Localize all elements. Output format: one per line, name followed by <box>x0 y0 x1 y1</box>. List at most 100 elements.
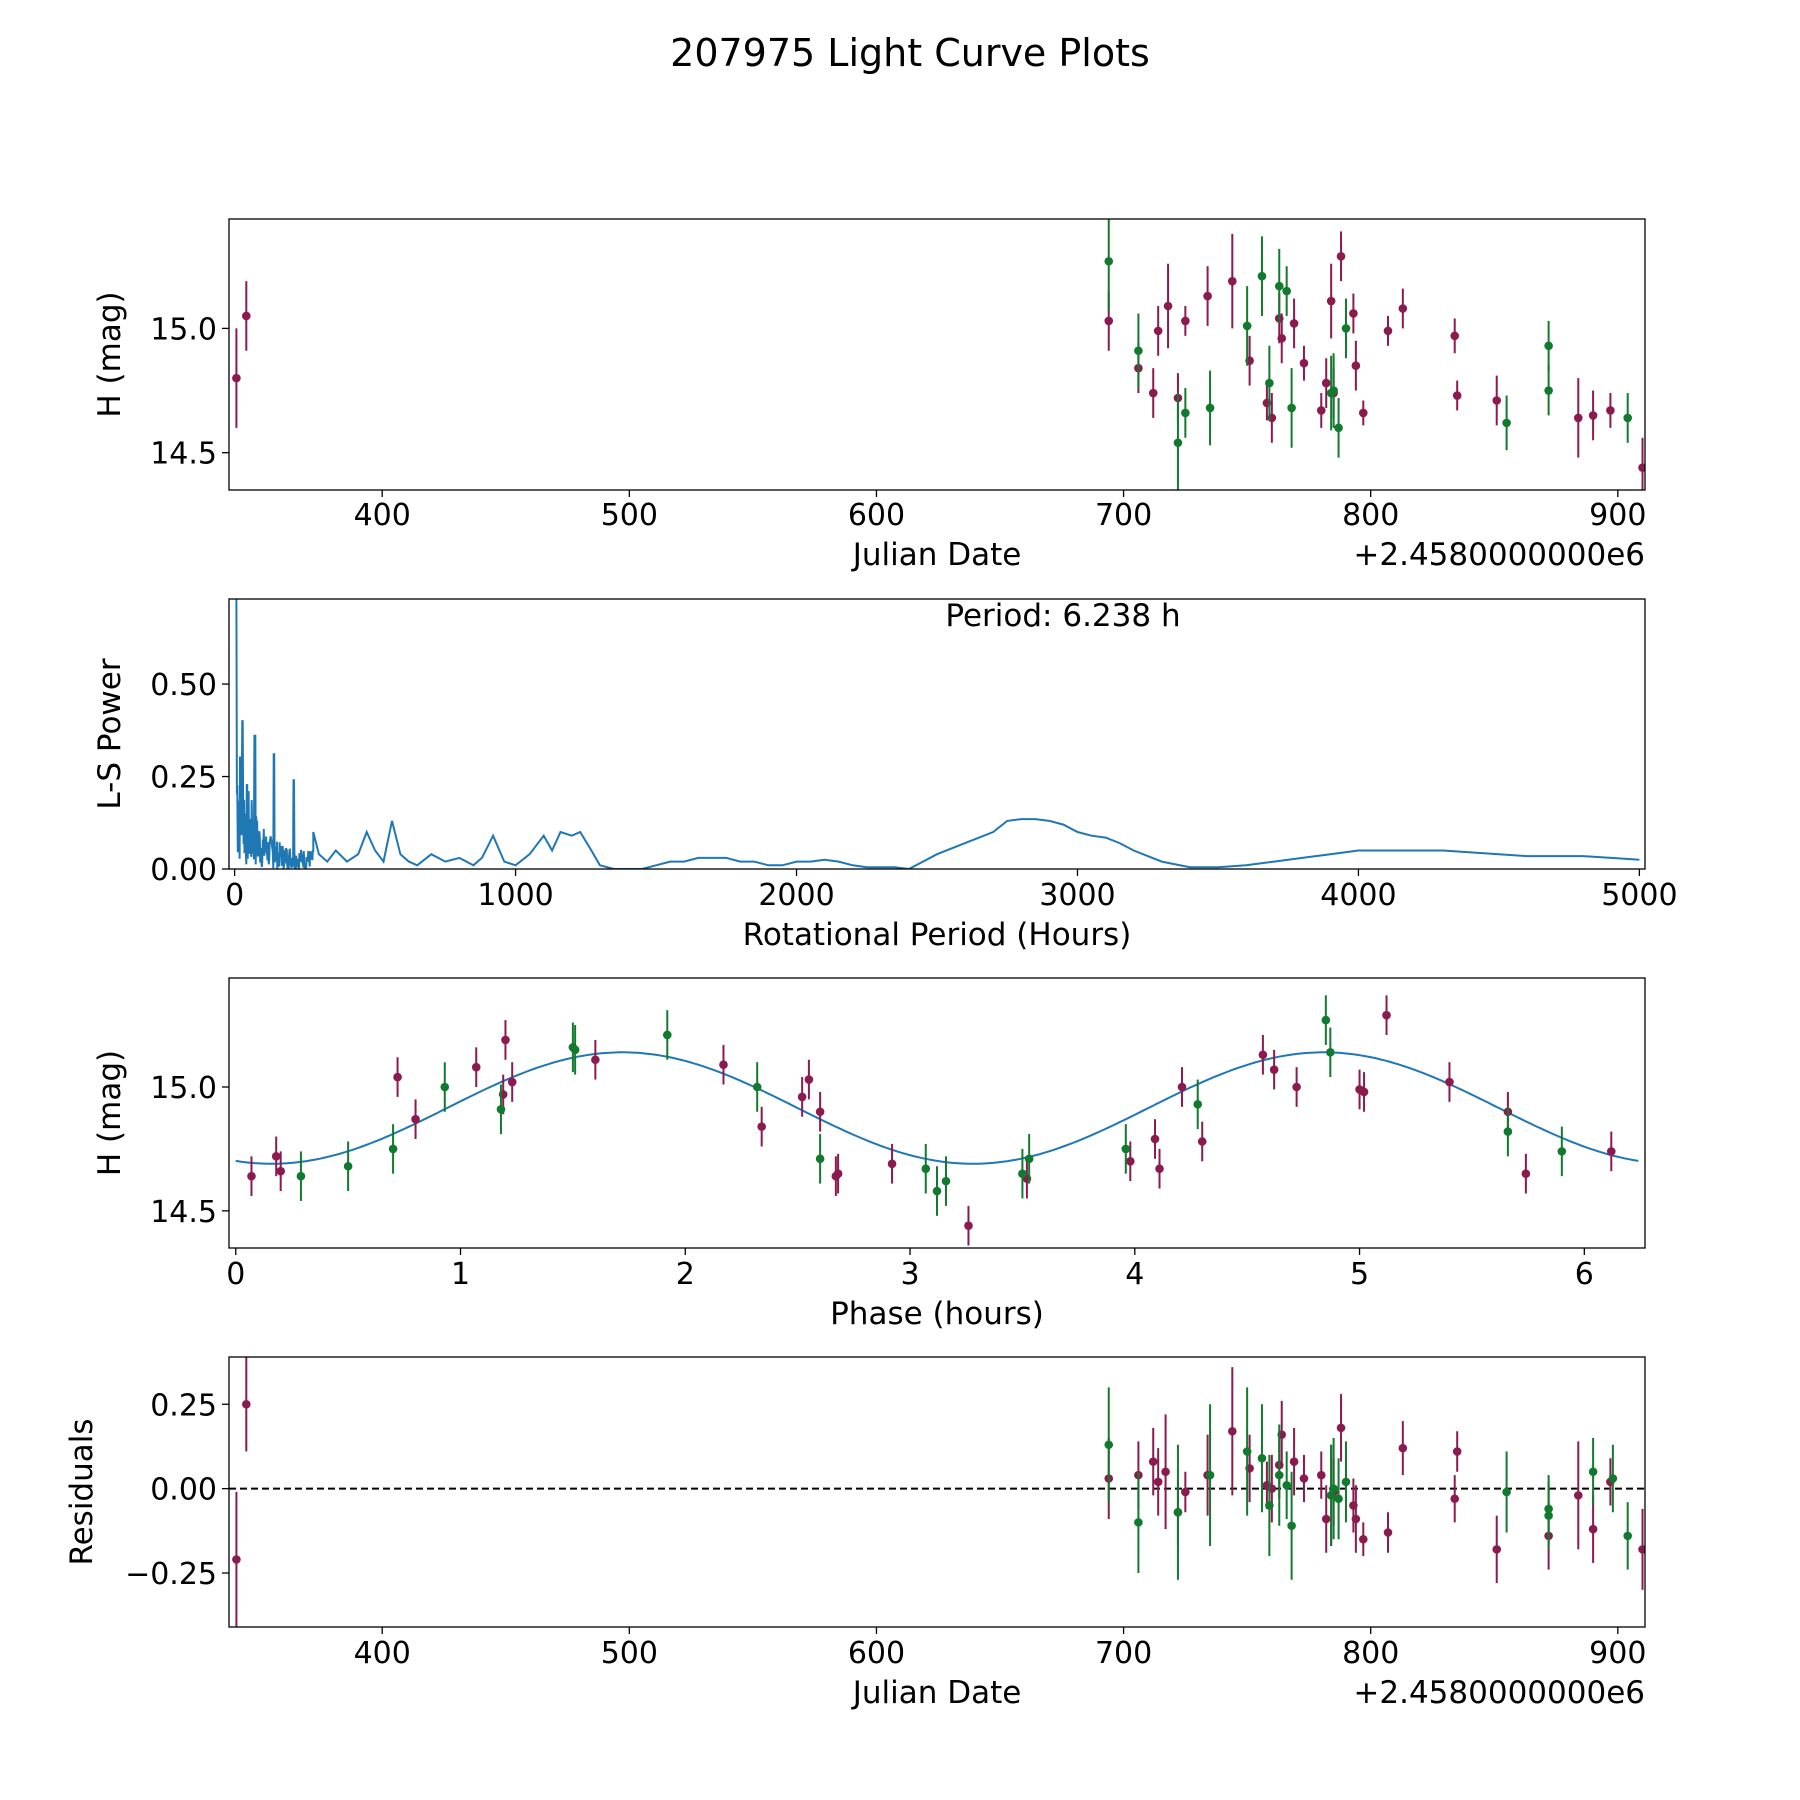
lightcurve-xlabel: Julian Date <box>851 537 1022 573</box>
residuals-xtick-label: 800 <box>1342 1636 1399 1671</box>
phased-point-r <box>471 1062 481 1072</box>
phased-point-g <box>1121 1144 1131 1154</box>
periodogram-xtick-label: 3000 <box>1039 878 1115 913</box>
residuals-point-g <box>1134 1518 1143 1527</box>
residuals-point-r <box>232 1555 241 1564</box>
lightcurve-point-r <box>1153 326 1163 336</box>
phased-point-r <box>757 1122 766 1131</box>
residuals-point-g <box>1608 1474 1618 1483</box>
lightcurve-ylabel: H (mag) <box>92 291 128 417</box>
residuals-point-g <box>1341 1477 1351 1487</box>
phased-point-g <box>932 1186 942 1196</box>
phased-point-r <box>1155 1164 1164 1174</box>
residuals-point-r <box>1492 1545 1502 1554</box>
phased-point-r <box>411 1114 420 1124</box>
phased-point-g <box>1503 1127 1513 1136</box>
lightcurve-point-r <box>1383 326 1393 336</box>
residuals-xtick-label: 700 <box>1095 1636 1152 1671</box>
lightcurve-point-r <box>1452 391 1462 400</box>
lightcurve-point-r <box>1450 331 1460 341</box>
residuals-point-g <box>1265 1501 1274 1510</box>
phased-point-g <box>570 1045 580 1055</box>
phased-point-g <box>921 1164 931 1174</box>
lightcurve-point-r <box>1336 251 1346 261</box>
residuals-point-r <box>1588 1524 1598 1534</box>
periodogram-annotation: Period: 6.238 h <box>945 598 1180 634</box>
phased-point-g <box>1193 1100 1203 1109</box>
residuals-xtick-label: 600 <box>848 1636 905 1671</box>
periodogram-ytick-label: 0.25 <box>150 761 217 796</box>
phased-point-g <box>1018 1169 1027 1178</box>
residuals-point-r <box>1316 1470 1326 1480</box>
lightcurve-point-r <box>1349 309 1358 318</box>
phased-xtick-label: 2 <box>676 1257 695 1292</box>
phased-point-r <box>1606 1147 1616 1156</box>
lightcurve-point-r <box>1638 463 1645 472</box>
phased-point-r <box>815 1107 825 1117</box>
residuals-point-g <box>1287 1521 1296 1531</box>
lightcurve-point-r <box>1163 301 1173 311</box>
lightcurve-point-r <box>1148 388 1158 398</box>
lightcurve-point-g <box>1623 413 1633 423</box>
residuals-point-r <box>1383 1528 1393 1537</box>
residuals-point-r <box>1638 1545 1645 1554</box>
phased-point-r <box>964 1221 973 1231</box>
residuals-ytick-label: 0.25 <box>150 1388 217 1423</box>
phased-xtick-label: 1 <box>451 1257 470 1292</box>
lightcurve-axes-frame <box>228 218 1646 491</box>
lightcurve-point-r <box>1289 319 1299 328</box>
lightcurve-point-g <box>1181 408 1190 418</box>
lightcurve-offset-label: +2.4580000000e6 <box>1353 537 1645 573</box>
phased-xtick-label: 0 <box>226 1257 245 1292</box>
lightcurve-point-r <box>1321 378 1331 388</box>
phased-point-r <box>501 1035 510 1045</box>
phased-point-r <box>1445 1077 1454 1087</box>
phased-point-r <box>1150 1134 1160 1144</box>
phased-point-r <box>1382 1010 1391 1020</box>
residuals-point-g <box>1104 1440 1114 1450</box>
phased-point-r <box>1258 1050 1268 1060</box>
phased-xtick-label: 3 <box>900 1257 919 1292</box>
lightcurve-point-g <box>1544 341 1553 351</box>
periodogram-ytick-label: 0.00 <box>150 853 217 888</box>
panel-lightcurve: 400 500 600 700 800 900 14.5 15.0 Julian Date H (… <box>92 218 1646 573</box>
phased-point-r <box>833 1169 843 1178</box>
residuals-point-r <box>1358 1534 1368 1544</box>
phased-xlabel: Phase (hours) <box>830 1296 1044 1332</box>
residuals-ylabel: Residuals <box>64 1418 100 1565</box>
residuals-point-r <box>1450 1494 1460 1504</box>
lightcurve-point-g <box>1104 256 1114 266</box>
residuals-point-g <box>1274 1470 1284 1480</box>
residuals-ytick-label: −0.25 <box>125 1557 217 1592</box>
residuals-point-g <box>1544 1511 1553 1520</box>
lightcurve-point-g <box>1134 346 1143 356</box>
lightcurve-ytick-label: 14.5 <box>150 437 217 472</box>
phased-point-g <box>440 1082 450 1092</box>
phased-point-r <box>887 1159 897 1169</box>
lightcurve-point-g <box>1257 271 1267 281</box>
residuals-point-g <box>1502 1487 1511 1497</box>
residuals-point-r <box>241 1399 251 1409</box>
residuals-ytick-label: 0.00 <box>150 1473 217 1508</box>
periodogram-ylabel: L-S Power <box>92 658 128 809</box>
phased-point-r <box>247 1171 256 1181</box>
phased-ylabel: H (mag) <box>92 1050 128 1176</box>
lightcurve-point-r <box>1351 361 1361 370</box>
residuals-axes-frame <box>228 1356 1646 1628</box>
lightcurve-point-r <box>1316 406 1326 415</box>
lightcurve-point-g <box>1173 438 1183 448</box>
residuals-point-r <box>1153 1477 1163 1487</box>
lightcurve-point-r <box>1181 316 1190 326</box>
lightcurve-point-r <box>1299 358 1309 368</box>
lightcurve-point-g <box>1287 403 1296 413</box>
periodogram-xtick-label: 0 <box>225 878 244 913</box>
phased-point-r <box>1197 1137 1207 1146</box>
lightcurve-point-r <box>1277 334 1287 343</box>
panel-phased: 0 1 2 3 4 5 6 14.5 15.0 Phase (hours) H (mag) <box>92 977 1646 1332</box>
phased-point-g <box>296 1171 306 1181</box>
figure-title: 207975 Light Curve Plots <box>670 31 1150 75</box>
periodogram-xtick-label: 1000 <box>477 878 553 913</box>
